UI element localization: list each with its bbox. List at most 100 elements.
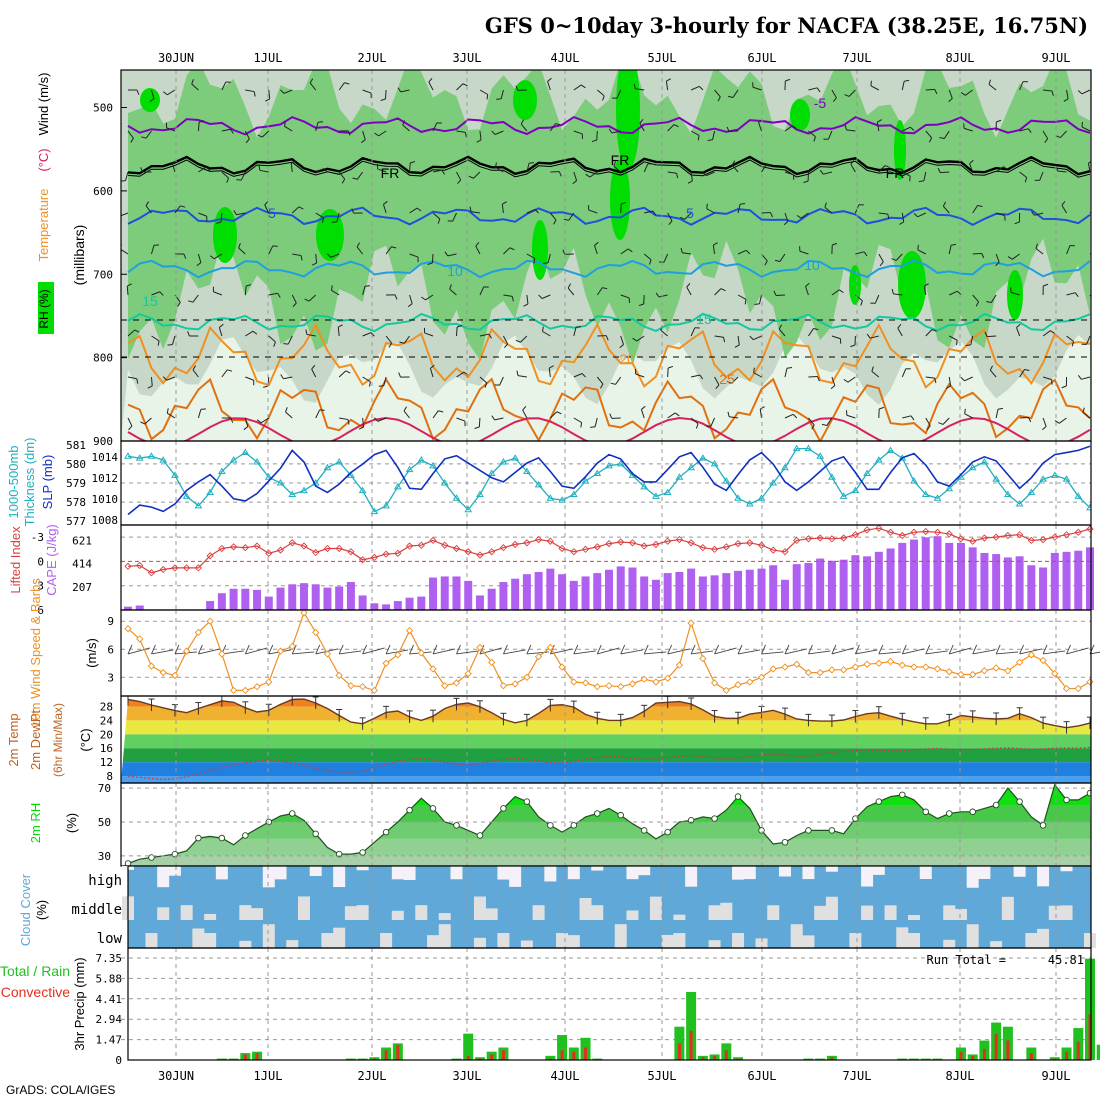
rh-point	[382, 828, 390, 836]
cape-bar	[346, 582, 355, 610]
lifted-index-point	[898, 531, 906, 540]
y-tick-label: 28	[100, 700, 113, 713]
wind-barb-feather	[627, 248, 633, 253]
wind-barb-feather	[547, 77, 552, 82]
wind-barb-feather	[534, 209, 540, 214]
cloud-gap	[567, 935, 580, 948]
wind-barb	[151, 649, 174, 655]
wind-barb-feather	[230, 417, 234, 423]
precip-tick: 7.35	[96, 952, 123, 965]
thickness-point	[522, 467, 531, 475]
thickness-point	[781, 463, 789, 471]
thickness-point	[616, 459, 625, 467]
cloud-gap	[626, 866, 639, 880]
cape-bar	[886, 548, 895, 610]
rh-point	[992, 801, 1000, 809]
wind-speed-point	[206, 617, 214, 625]
wind-barb	[547, 81, 551, 91]
precip-convective-bar	[560, 1050, 564, 1060]
cloud-cover-panel: high middle low Cloud Cover (%)	[18, 865, 1096, 949]
cloud-gap	[344, 906, 357, 920]
wind-barb	[1060, 130, 1067, 138]
wind-speed-point	[523, 673, 531, 681]
wind-barb	[995, 253, 1000, 263]
wind-barb	[850, 163, 856, 173]
wind-barb-feather	[280, 374, 284, 379]
wind-barb-feather	[844, 124, 847, 131]
wind-barb	[432, 212, 441, 220]
wind-barb-feather	[1014, 221, 1020, 225]
wind-barb-feather	[230, 129, 234, 134]
li-tick: 6	[37, 604, 44, 617]
temperature-label: Temperature	[36, 189, 51, 262]
lifted-index-point	[312, 548, 320, 557]
y-tick-label: 70	[98, 782, 111, 795]
wind-barb-feather	[897, 323, 902, 329]
wind-barb	[1058, 417, 1067, 424]
wind-barb-feather	[1031, 211, 1035, 216]
wind-barb	[283, 376, 293, 380]
wind-barb-feather	[563, 218, 569, 221]
thickness-point	[945, 484, 954, 492]
cloud-gap	[790, 924, 803, 948]
wind-barb	[690, 171, 693, 181]
wind-speed-point	[640, 675, 648, 683]
wind-barb-feather	[975, 301, 980, 307]
thickness-point	[440, 479, 449, 486]
wind-label: Wind (m/s)	[36, 73, 51, 136]
wind-barb-feather	[904, 79, 910, 82]
wind-barb-feather	[403, 406, 408, 412]
wind-barb-feather	[256, 419, 262, 424]
cape-bar	[229, 588, 238, 610]
wind-barb	[972, 649, 995, 655]
cape-bar	[276, 587, 285, 610]
wind-barb-feather	[388, 342, 393, 348]
lifted-index-point	[828, 535, 836, 543]
lifted-index-point	[886, 528, 895, 536]
wind-barb	[753, 372, 762, 378]
wind-barb	[846, 129, 856, 132]
wind-barb-feather	[300, 255, 303, 261]
date-label: 2JUL	[358, 51, 387, 65]
temp-band	[121, 762, 1091, 777]
wind-barb	[620, 335, 624, 345]
wind-barb	[174, 205, 181, 214]
cape-bar	[745, 569, 754, 610]
cape-bar	[722, 573, 731, 610]
wind-barb	[285, 411, 293, 419]
wind-barb-feather	[1066, 644, 1071, 655]
cape-bar	[816, 558, 825, 610]
wind-barb-feather	[805, 282, 810, 287]
wind-barb	[221, 369, 228, 378]
rh-point	[945, 810, 953, 817]
wind-barb-feather	[191, 79, 194, 85]
wind-barb	[784, 171, 794, 176]
wind-barb-feather	[995, 262, 1000, 267]
wind-barb-feather	[989, 365, 994, 371]
wind-barb-feather	[608, 128, 613, 134]
precip-convective-bar	[490, 1054, 494, 1060]
cloud-gap	[767, 905, 780, 920]
wind-barb	[167, 412, 176, 419]
wind-speed-point	[687, 619, 695, 627]
wind-barb-feather	[352, 177, 358, 180]
wind-barb	[236, 212, 246, 216]
thickness-point	[534, 480, 543, 488]
rh-point	[547, 822, 554, 829]
rh-high-cell	[1007, 270, 1023, 320]
precip-convective-label: Convective	[1, 984, 70, 1000]
cloud-gap	[204, 933, 217, 948]
lifted-index-point	[1004, 531, 1012, 540]
wind-barb	[479, 89, 488, 95]
wind-barb	[264, 204, 270, 214]
wind-barb-feather	[245, 284, 252, 287]
wind-barb-feather	[580, 84, 586, 89]
wind-barb	[847, 376, 856, 383]
wind-barb-feather	[356, 242, 361, 248]
wind-barb-feather	[1042, 426, 1047, 431]
wind-barb	[377, 168, 387, 173]
cloud-gap	[1060, 866, 1073, 872]
wind-speed-point	[241, 686, 249, 695]
wind-barb-feather	[632, 337, 638, 342]
wind-barb	[1066, 647, 1089, 655]
